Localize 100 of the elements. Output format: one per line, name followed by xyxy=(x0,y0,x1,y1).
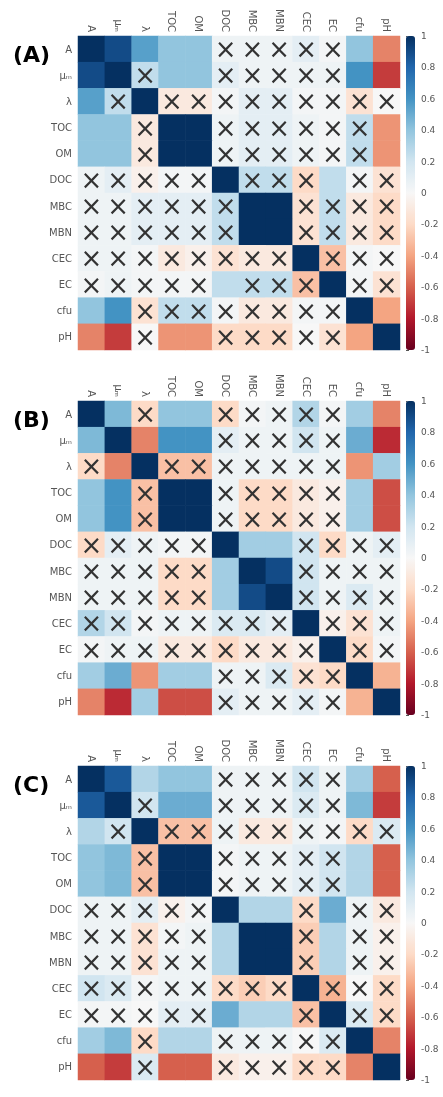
x-tick-label: pH xyxy=(381,383,393,397)
data-label: × xyxy=(268,164,291,195)
data-label: × xyxy=(187,556,210,587)
color-bar-label: 0.2 xyxy=(421,521,436,532)
x-tick-label: DOC xyxy=(220,9,232,33)
data-label: × xyxy=(134,243,156,274)
data-label: × xyxy=(322,477,344,508)
data-label: × xyxy=(241,973,264,1004)
data-label: × xyxy=(80,451,103,482)
data-label: × xyxy=(322,660,344,691)
data-label: × xyxy=(375,217,398,248)
data-label: × xyxy=(161,295,183,326)
data-label: × xyxy=(214,634,237,665)
y-tick-label: MBN xyxy=(49,956,72,968)
y-tick-label: CEC xyxy=(51,617,72,629)
data-label: × xyxy=(214,503,237,534)
data-label: × xyxy=(322,86,344,117)
data-label: × xyxy=(348,999,371,1030)
data-label: × xyxy=(268,634,291,665)
data-label: × xyxy=(214,191,237,222)
data-label: × xyxy=(268,425,291,456)
y-tick-label: A xyxy=(65,408,73,420)
y-tick-label: MBC xyxy=(49,565,73,577)
data-label: × xyxy=(375,921,398,952)
data-label: × xyxy=(375,999,398,1030)
data-label: × xyxy=(241,321,264,352)
data-label: × xyxy=(241,1051,264,1082)
data-label: × xyxy=(134,529,156,560)
data-label: × xyxy=(295,295,317,326)
data-label: × xyxy=(187,451,210,482)
data-label: × xyxy=(107,164,130,195)
data-label: × xyxy=(107,556,130,587)
data-label: × xyxy=(348,973,371,1004)
y-tick-label: cfu xyxy=(56,305,72,317)
color-bar-label: -0.8 xyxy=(421,678,439,689)
color-bar-label: 0.2 xyxy=(421,886,436,897)
data-label: × xyxy=(241,60,264,91)
color-bar-label: 1 xyxy=(421,396,427,406)
data-label: × xyxy=(187,164,210,195)
data-label: × xyxy=(80,164,103,195)
x-tick-label: MBC xyxy=(246,374,258,398)
data-label: × xyxy=(214,243,237,274)
data-label: × xyxy=(214,842,237,873)
data-label: × xyxy=(80,608,103,639)
data-label: × xyxy=(241,1025,264,1056)
data-label: × xyxy=(295,842,317,873)
data-label: × xyxy=(187,191,210,222)
data-label: × xyxy=(322,60,344,91)
data-label: × xyxy=(80,191,103,222)
data-label: × xyxy=(80,634,103,665)
data-label: × xyxy=(134,138,156,169)
data-label: × xyxy=(161,191,183,222)
x-tick-label: EC xyxy=(327,383,339,398)
data-label: × xyxy=(187,634,210,665)
data-label: × xyxy=(241,112,264,143)
data-label: × xyxy=(295,999,317,1030)
data-label: × xyxy=(134,321,156,352)
data-label: × xyxy=(295,790,317,821)
data-label: × xyxy=(80,269,103,300)
data-label: × xyxy=(241,164,264,195)
data-label: × xyxy=(268,451,291,482)
data-label: × xyxy=(107,947,130,978)
data-label: × xyxy=(241,503,264,534)
data-label: × xyxy=(268,973,291,1004)
color-bar-label: -0.2 xyxy=(421,219,439,230)
x-tick-label: DOC xyxy=(220,374,232,398)
data-label: × xyxy=(295,503,317,534)
data-label: × xyxy=(214,973,237,1004)
y-tick-label: μₘ xyxy=(59,69,72,81)
data-label: × xyxy=(134,112,156,143)
y-tick-label: A xyxy=(65,43,73,55)
data-label: × xyxy=(268,660,291,691)
data-label: × xyxy=(322,503,344,534)
x-tick-label: cfu xyxy=(354,16,366,32)
data-label: × xyxy=(295,138,317,169)
x-tick-label: λ xyxy=(139,756,151,763)
data-label: × xyxy=(134,191,156,222)
x-tick-label: μₘ xyxy=(112,384,124,397)
data-label: × xyxy=(348,529,371,560)
data-label: × xyxy=(187,269,210,300)
color-bar-label: 0.8 xyxy=(421,427,436,438)
color-bar-label: 0.8 xyxy=(421,62,436,73)
data-label: × xyxy=(322,321,344,352)
x-tick-label: λ xyxy=(139,26,151,33)
data-label: × xyxy=(134,269,156,300)
data-label: × xyxy=(322,112,344,143)
y-tick-label: TOC xyxy=(50,487,73,499)
y-tick-label: CEC xyxy=(51,252,72,264)
data-label: × xyxy=(295,634,317,665)
data-label: × xyxy=(268,243,291,274)
data-label: × xyxy=(295,764,317,795)
data-label: × xyxy=(161,243,183,274)
data-label: × xyxy=(268,1025,291,1056)
data-label: × xyxy=(268,295,291,326)
color-bar-label: 0.2 xyxy=(421,156,436,167)
data-label: × xyxy=(107,608,130,639)
data-label: × xyxy=(134,503,156,534)
data-label: × xyxy=(161,634,183,665)
data-label: × xyxy=(161,973,183,1004)
data-label: × xyxy=(80,529,103,560)
